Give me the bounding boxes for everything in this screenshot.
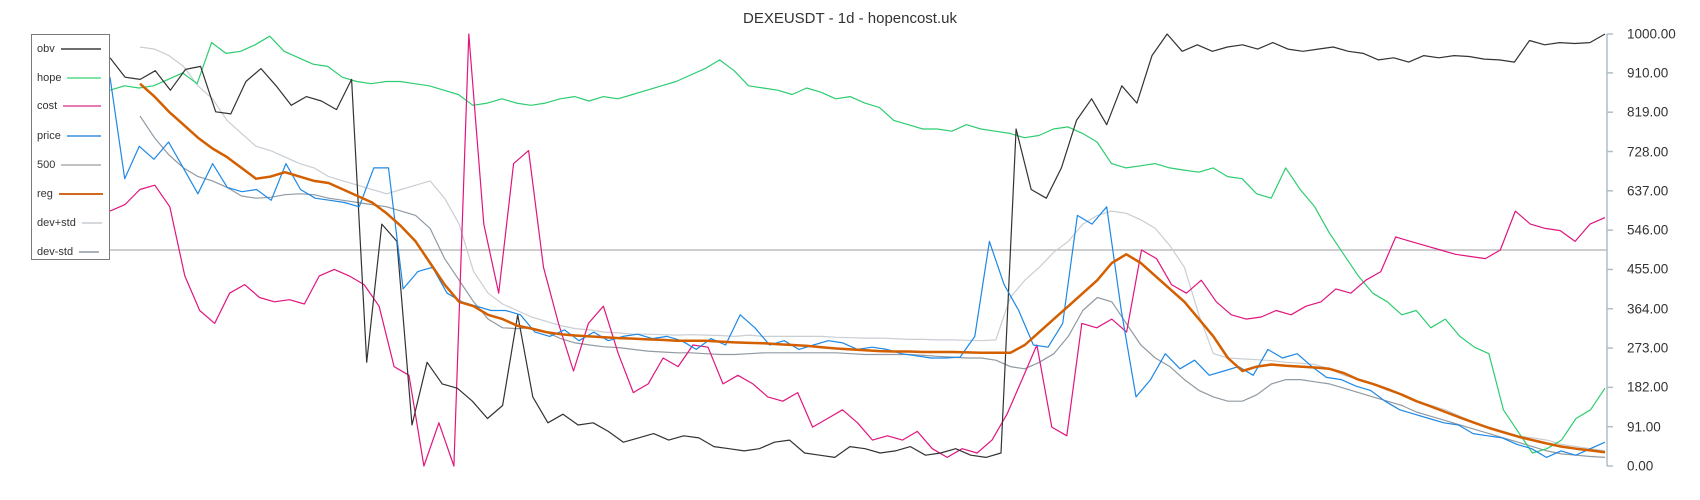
legend: obv hope cost price 500 reg dev+std dev-… — [31, 34, 110, 260]
legend-swatch-icon — [79, 251, 100, 253]
series-line-cost — [109, 33, 1606, 467]
series-line-obv — [109, 33, 1606, 458]
legend-item-hope[interactable]: hope — [37, 70, 102, 86]
legend-swatch-icon — [58, 193, 103, 195]
legend-swatch-icon — [61, 164, 102, 166]
legend-label: dev+std — [37, 217, 76, 229]
legend-swatch-icon — [63, 105, 102, 107]
y-tick-label: 364.00 — [1627, 301, 1669, 317]
y-tick-label: 0.00 — [1627, 458, 1654, 474]
legend-swatch-icon — [67, 77, 102, 79]
series-line-price — [109, 77, 1606, 458]
y-tick-label: 819.00 — [1627, 104, 1669, 120]
legend-label: 500 — [37, 159, 56, 171]
legend-swatch-icon — [81, 222, 102, 224]
y-tick-label: 455.00 — [1627, 261, 1669, 277]
chart-title: DEXEUSDT - 1d - hopencost.uk — [743, 10, 957, 27]
legend-label: obv — [37, 43, 55, 55]
legend-item-500[interactable]: 500 — [37, 157, 102, 173]
series-line-dev-plus-std — [139, 46, 1606, 452]
y-axis-ticks — [1607, 33, 1613, 467]
legend-label: hope — [37, 72, 62, 84]
legend-item-dev-minus-std[interactable]: dev-std — [37, 244, 100, 260]
legend-label: price — [37, 130, 61, 142]
legend-item-obv[interactable]: obv — [37, 41, 101, 57]
legend-item-price[interactable]: price — [37, 128, 101, 144]
legend-item-reg[interactable]: reg — [37, 186, 103, 202]
y-tick-label: 637.00 — [1627, 183, 1669, 199]
y-tick-label: 728.00 — [1627, 144, 1669, 159]
series-layer — [109, 33, 1607, 467]
y-tick-label: 1000.00 — [1627, 26, 1676, 42]
legend-swatch-icon — [60, 48, 101, 50]
legend-swatch-icon — [66, 135, 101, 137]
series-line-hope — [109, 35, 1606, 454]
legend-item-cost[interactable]: cost — [37, 98, 102, 114]
legend-label: cost — [37, 100, 58, 112]
legend-label: dev-std — [37, 246, 74, 258]
y-tick-label: 91.00 — [1627, 419, 1661, 435]
y-tick-label: 910.00 — [1627, 65, 1669, 81]
y-tick-label: 182.00 — [1627, 379, 1669, 395]
legend-item-dev-plus-std[interactable]: dev+std — [37, 215, 102, 231]
series-line-reg — [139, 82, 1606, 454]
series-line-dev-std — [139, 115, 1606, 458]
legend-label: reg — [37, 188, 53, 200]
y-tick-label: 546.00 — [1627, 222, 1669, 238]
y-tick-label: 273.00 — [1627, 340, 1669, 356]
